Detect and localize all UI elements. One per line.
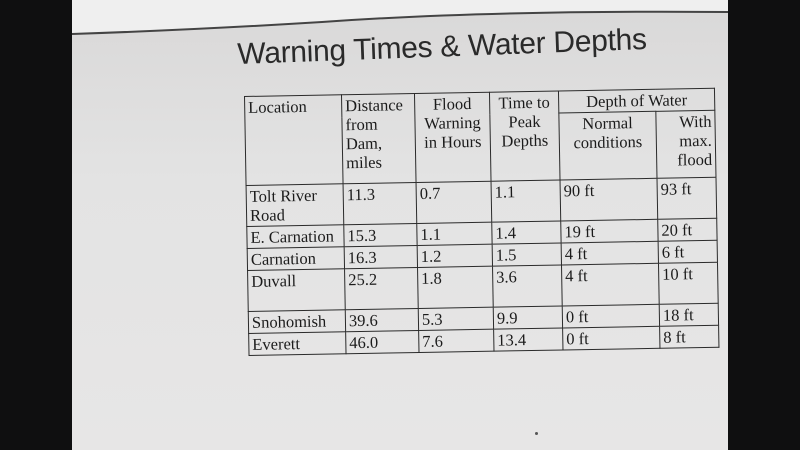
header-normal-conditions: Normal conditions xyxy=(558,111,657,180)
cell-peak: 1.5 xyxy=(492,242,562,267)
cell-normal: 19 ft xyxy=(560,219,659,243)
cell-distance: 46.0 xyxy=(345,330,420,354)
paper-sheet: Warning Times & Water Depths Location Di… xyxy=(72,0,728,450)
cell-peak: 3.6 xyxy=(492,264,563,308)
header-depth-of-water: Depth of Water xyxy=(558,88,715,114)
cell-max: 10 ft xyxy=(658,262,719,305)
cell-warning: 7.6 xyxy=(418,329,494,353)
cell-warning: 1.1 xyxy=(416,222,493,246)
cell-location: Tolt River Road xyxy=(246,183,344,227)
cell-normal: 90 ft xyxy=(560,178,658,221)
cell-normal: 4 ft xyxy=(561,241,659,265)
warning-times-table: Location Distance from Dam, miles Flood … xyxy=(244,88,719,356)
cell-warning: 1.8 xyxy=(417,266,494,309)
cell-max: 6 ft xyxy=(658,240,718,264)
header-with-max-flood: With max. flood xyxy=(655,110,716,179)
warning-table-container: Location Distance from Dam, miles Flood … xyxy=(244,88,719,356)
cell-peak: 1.1 xyxy=(491,179,561,223)
cell-distance: 39.6 xyxy=(345,308,419,332)
header-distance: Distance from Dam, miles xyxy=(341,93,417,184)
cell-distance: 15.3 xyxy=(343,223,418,247)
cell-location: Carnation xyxy=(247,246,345,271)
cell-location: E. Carnation xyxy=(246,224,345,249)
cell-location: Everett xyxy=(248,331,347,356)
cell-peak: 9.9 xyxy=(493,305,563,330)
cell-location: Duvall xyxy=(247,268,346,312)
cell-warning: 5.3 xyxy=(418,307,494,331)
cell-max: 20 ft xyxy=(657,218,718,242)
cell-peak: 13.4 xyxy=(493,327,563,352)
cell-warning: 1.2 xyxy=(417,244,493,268)
paper-fold-edge xyxy=(72,0,728,36)
cell-peak: 1.4 xyxy=(491,220,562,245)
cell-distance: 25.2 xyxy=(344,267,419,310)
cell-distance: 11.3 xyxy=(343,182,417,225)
header-time-to-peak: Time to Peak Depths xyxy=(489,91,561,182)
cell-max: 93 ft xyxy=(656,177,717,220)
paper-speck xyxy=(535,432,538,435)
cell-normal: 4 ft xyxy=(561,263,660,306)
cell-normal: 0 ft xyxy=(562,326,660,350)
cell-max: 18 ft xyxy=(659,303,719,327)
cell-normal: 0 ft xyxy=(562,304,660,328)
cell-location: Snohomish xyxy=(248,309,346,334)
header-location: Location xyxy=(244,94,344,186)
cell-distance: 16.3 xyxy=(344,245,418,269)
header-flood-warning: Flood Warning in Hours xyxy=(414,92,492,183)
cell-max: 8 ft xyxy=(659,325,719,349)
cell-warning: 0.7 xyxy=(416,181,492,224)
